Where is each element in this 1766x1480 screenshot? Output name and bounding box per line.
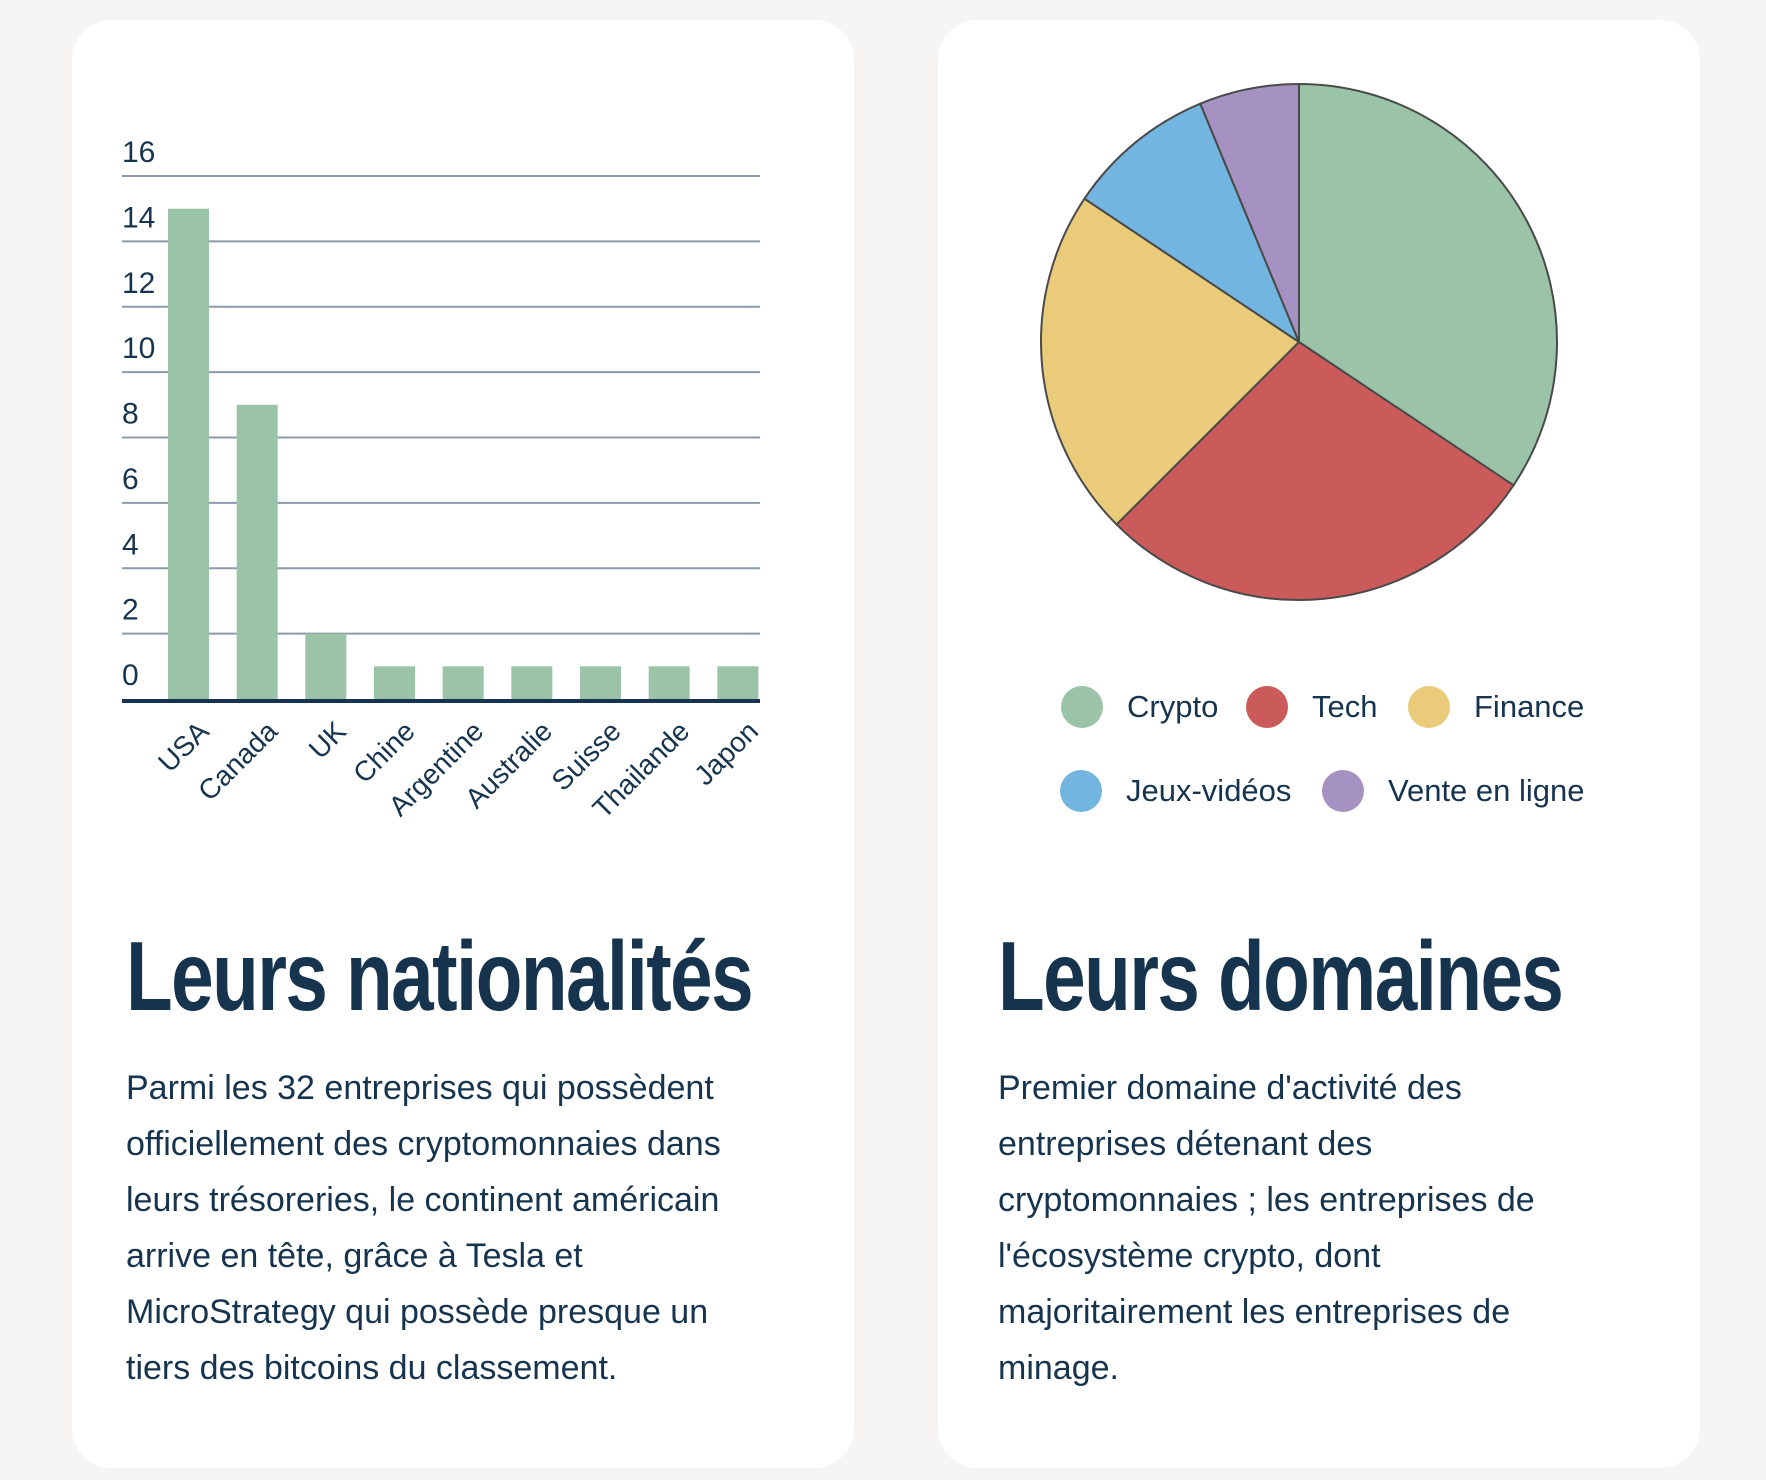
- y-tick-label: 8: [122, 398, 139, 431]
- y-tick-label: 16: [122, 136, 155, 169]
- legend-swatch: [1322, 770, 1364, 812]
- y-tick-label: 0: [122, 659, 139, 692]
- y-tick-label: 14: [122, 201, 155, 234]
- pie-chart: [1040, 82, 1558, 601]
- x-tick-label: Japon: [688, 715, 764, 791]
- pie-slice-jeux-vidéos: [1083, 102, 1302, 345]
- legend-label: Tech: [1312, 689, 1378, 724]
- bar-thailande: [648, 666, 690, 699]
- legend-label: Jeux-vidéos: [1126, 773, 1292, 808]
- legend-label: Vente en ligne: [1388, 773, 1585, 808]
- nationalities-text: Parmi les 32 entreprises qui possèdent o…: [126, 1069, 721, 1387]
- y-tick-label: 2: [122, 594, 139, 627]
- pie-slice-vente-en-ligne: [1198, 82, 1300, 343]
- legend-swatch: [1061, 686, 1103, 728]
- nationalities-card: 0 2 4 6 8 10 12 14 16 USA Canada UK Chine Argentine Au…: [72, 20, 854, 1468]
- bar-usa: [168, 208, 209, 699]
- x-tick-label: USA: [152, 715, 215, 778]
- legend-item: Vente en ligne: [1322, 770, 1585, 812]
- legend-swatch: [1060, 770, 1102, 812]
- bar-suisse: [580, 666, 621, 699]
- legend-item: Finance: [1408, 686, 1584, 728]
- y-tick-label: 6: [122, 463, 139, 496]
- bar-uk: [305, 633, 347, 699]
- legend-item: Tech: [1246, 686, 1377, 728]
- legend-swatch: [1408, 686, 1450, 728]
- legend-item: Crypto: [1061, 686, 1218, 728]
- x-tick-label: UK: [303, 715, 353, 765]
- pie-slice-tech: [1115, 340, 1515, 601]
- domains-title: Leurs domaines: [998, 921, 1564, 1031]
- bar-australie: [511, 666, 553, 699]
- y-tick-label: 10: [122, 332, 155, 365]
- legend-swatch: [1246, 686, 1288, 728]
- legend-label: Finance: [1474, 689, 1585, 724]
- legend-label: Crypto: [1127, 689, 1219, 724]
- domains-card: Crypto Tech Finance Jeux-vidéos Vente en lig…: [938, 20, 1700, 1468]
- bar-canada: [236, 404, 278, 699]
- nationalities-title: Leurs nationalités: [126, 921, 754, 1031]
- bar-argentine: [442, 666, 484, 699]
- bar-chine: [374, 666, 415, 699]
- bar-japon: [717, 666, 759, 699]
- domains-text: Premier domaine d'activité des entrepris…: [998, 1069, 1535, 1387]
- pie-slice-finance: [1040, 197, 1301, 526]
- y-tick-label: 4: [122, 528, 139, 561]
- legend-item: Jeux-vidéos: [1060, 770, 1291, 812]
- y-tick-label: 12: [122, 267, 155, 300]
